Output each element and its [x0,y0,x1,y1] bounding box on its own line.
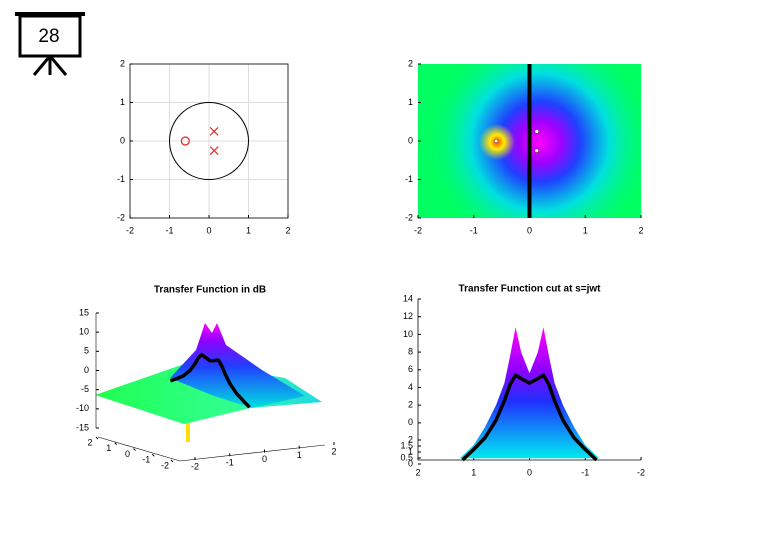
z-tick-label: -15 [76,422,89,432]
point-marker [534,129,539,134]
chart-title: Transfer Function in dB [154,285,266,296]
x-tick-label: 2 [415,467,420,477]
y-tick-label: -1 [117,174,125,184]
y-tick-label: 2 [87,437,92,447]
x-tick-label: -2 [191,461,199,471]
y2-tick-label: 0.5 [400,452,413,462]
y-tick [170,459,174,463]
x-tick-label: -1 [226,458,234,468]
y-tick-label: 0 [120,135,125,145]
y2-tick-label: 1.5 [400,440,413,450]
point-marker [493,138,499,144]
y-tick-label: 2 [408,58,413,68]
y-tick-label: 10 [403,329,413,339]
x-tick-label: 0 [206,225,211,235]
slide-badge: 28 [15,12,85,76]
y-tick-label: 6 [408,364,413,374]
y-tick [133,448,136,451]
z-tick-label: -5 [81,384,89,394]
unit-circle [169,102,249,180]
y-tick-label: -1 [142,455,150,465]
x-tick-label: 2 [638,225,643,235]
y-tick-label: 1 [120,97,125,107]
y-tick-label: 0 [408,135,413,145]
x-tick-label: 0 [527,225,532,235]
y-tick-label: 0 [408,417,413,427]
y2-tick-label: 1 [408,446,413,456]
z-tick-label: 5 [84,346,89,356]
x-tick-label: 2 [331,446,336,456]
x-tick-label: -1 [470,225,478,235]
zero-marker [180,136,190,146]
y-tick-label: 14 [403,293,413,303]
y-tick-label: 2 [408,400,413,410]
y-tick-label: 0 [125,449,130,459]
z-tick-label: 10 [79,327,89,337]
plot-frame [129,63,289,219]
x-tick-label: -2 [637,467,645,477]
x-tick-label: 1 [246,225,251,235]
chart-title: Transfer Function cut at s=jwt [459,284,602,295]
x-tick-label: 2 [285,225,290,235]
y-tick-label: 4 [408,382,413,392]
x-tick-label: -1 [165,225,173,235]
x-tick-label: -2 [126,225,134,235]
point-marker [534,148,539,153]
cut-line [169,352,251,409]
x-tick-label: 1 [297,450,302,460]
y-tick-label: -2 [161,460,169,470]
y2-tick-label: 0 [408,458,413,468]
cut-line [461,373,598,462]
z-tick-label: 0 [84,365,89,375]
pole-marker [209,126,219,136]
y-tick-label: -1 [405,174,413,184]
pole-marker [209,146,219,156]
x-tick-label: 0 [262,454,267,464]
y-tick-label: 1 [106,443,111,453]
y-tick-label: -2 [405,212,413,222]
x-tick-label: 1 [471,467,476,477]
surface-decoration [95,323,322,442]
y-tick [151,453,155,457]
y-tick-label: 1 [408,97,413,107]
surface-cut-area [459,327,600,459]
axis-edge [97,436,181,462]
axis-edge [179,444,326,462]
y-tick [95,436,99,440]
y-tick-label: 8 [408,346,413,356]
slide-number: 28 [38,26,59,47]
x-tick-label: 1 [583,225,588,235]
y-tick-label: 12 [403,311,413,321]
y-tick [114,442,118,446]
y-tick-label: -2 [117,212,125,222]
x-tick-label: -2 [414,225,422,235]
x-tick-label: -1 [581,467,589,477]
z-tick-label: -10 [76,403,89,413]
y2-tick-label: 2 [408,434,413,444]
z-tick-label: 15 [79,307,89,317]
y-tick-label: 2 [120,58,125,68]
x-tick-label: 0 [527,467,532,477]
